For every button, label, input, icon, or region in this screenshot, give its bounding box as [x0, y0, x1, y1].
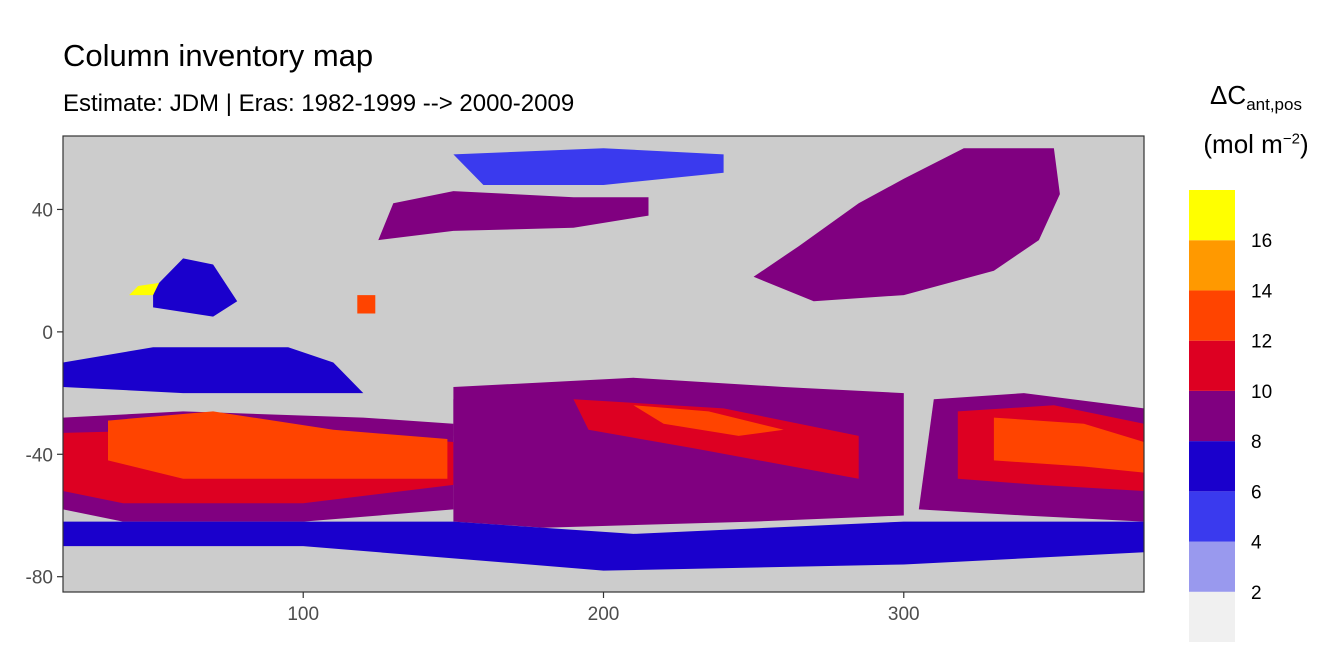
x-tick-label: 100: [287, 604, 319, 625]
legend-break-label: 6: [1251, 482, 1262, 503]
legend-break-label: 2: [1251, 583, 1262, 604]
legend-units-close: ): [1299, 129, 1309, 160]
ocean-region-14: [153, 258, 238, 317]
legend-layer: 2 4 6 8 10 12 14 16: [1189, 190, 1273, 642]
legend-swatch: [1189, 491, 1235, 542]
legend-units: (mol m: [1203, 129, 1283, 160]
legend-swatch: [1189, 290, 1235, 341]
map-layer: [63, 136, 1144, 592]
ocean-region-0: [378, 191, 649, 241]
legend-swatch: [1189, 541, 1235, 592]
ocean-region-15: [129, 282, 160, 296]
legend-swatch: [1189, 340, 1235, 391]
x-tick-label: 200: [588, 604, 620, 625]
y-tick-label: 0: [42, 323, 53, 344]
legend-break-label: 16: [1251, 231, 1272, 252]
legend-swatch: [1189, 441, 1235, 492]
ocean-region-2: [753, 148, 1060, 302]
legend-swatch: [1189, 591, 1235, 642]
ocean-region-17: [63, 347, 364, 394]
legend-swatch: [1189, 390, 1235, 442]
chart-title: Column inventory map: [63, 38, 374, 73]
y-tick-label: 40: [32, 200, 53, 221]
ocean-region-13: [63, 521, 1144, 571]
ocean-region-5: [108, 411, 448, 479]
ocean-regions: [63, 148, 1144, 571]
legend-swatch: [1189, 240, 1235, 291]
legend-break-label: 14: [1251, 281, 1273, 302]
ocean-region-9: [633, 405, 784, 436]
y-tick-label: -40: [26, 445, 53, 466]
legend-units-exponent: −2: [1282, 130, 1300, 148]
ocean-region-8: [573, 399, 859, 479]
legend-break-label: 12: [1251, 332, 1272, 353]
ocean-region-1: [453, 148, 724, 185]
ocean-region-16: [357, 295, 376, 314]
y-tick-label: -80: [26, 568, 53, 589]
legend-title: ΔCant,pos (mol m−2): [1176, 80, 1336, 160]
legend-swatch: [1189, 190, 1235, 241]
chart-subtitle: Estimate: JDM | Eras: 1982-1999 --> 2000…: [63, 90, 575, 117]
x-tick-label: 300: [888, 604, 920, 625]
legend-break-label: 8: [1251, 432, 1262, 453]
legend-break-label: 10: [1251, 382, 1272, 403]
ocean-region-12: [993, 417, 1144, 473]
legend-title-symbol: ΔC: [1210, 80, 1247, 110]
legend-title-subscript: ant,pos: [1246, 95, 1302, 115]
legend-break-label: 4: [1251, 533, 1262, 554]
